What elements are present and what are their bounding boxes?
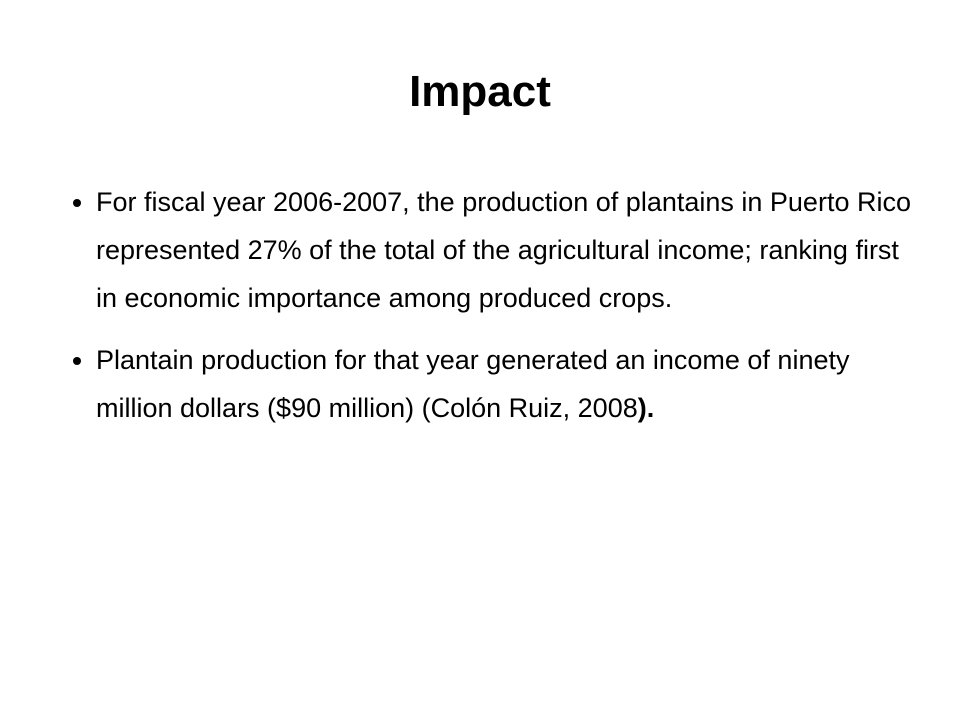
- bullet-text-bold: ).: [637, 393, 655, 423]
- bullet: Plantain production for that year genera…: [96, 336, 916, 432]
- bullet-text: For fiscal year 2006-2007, the productio…: [96, 187, 911, 313]
- slide-title: Impact: [409, 67, 551, 116]
- bullet: For fiscal year 2006-2007, the productio…: [96, 178, 916, 322]
- bullet-list: For fiscal year 2006-2007, the productio…: [62, 178, 916, 446]
- bullet-text: Plantain production for that year genera…: [96, 345, 850, 423]
